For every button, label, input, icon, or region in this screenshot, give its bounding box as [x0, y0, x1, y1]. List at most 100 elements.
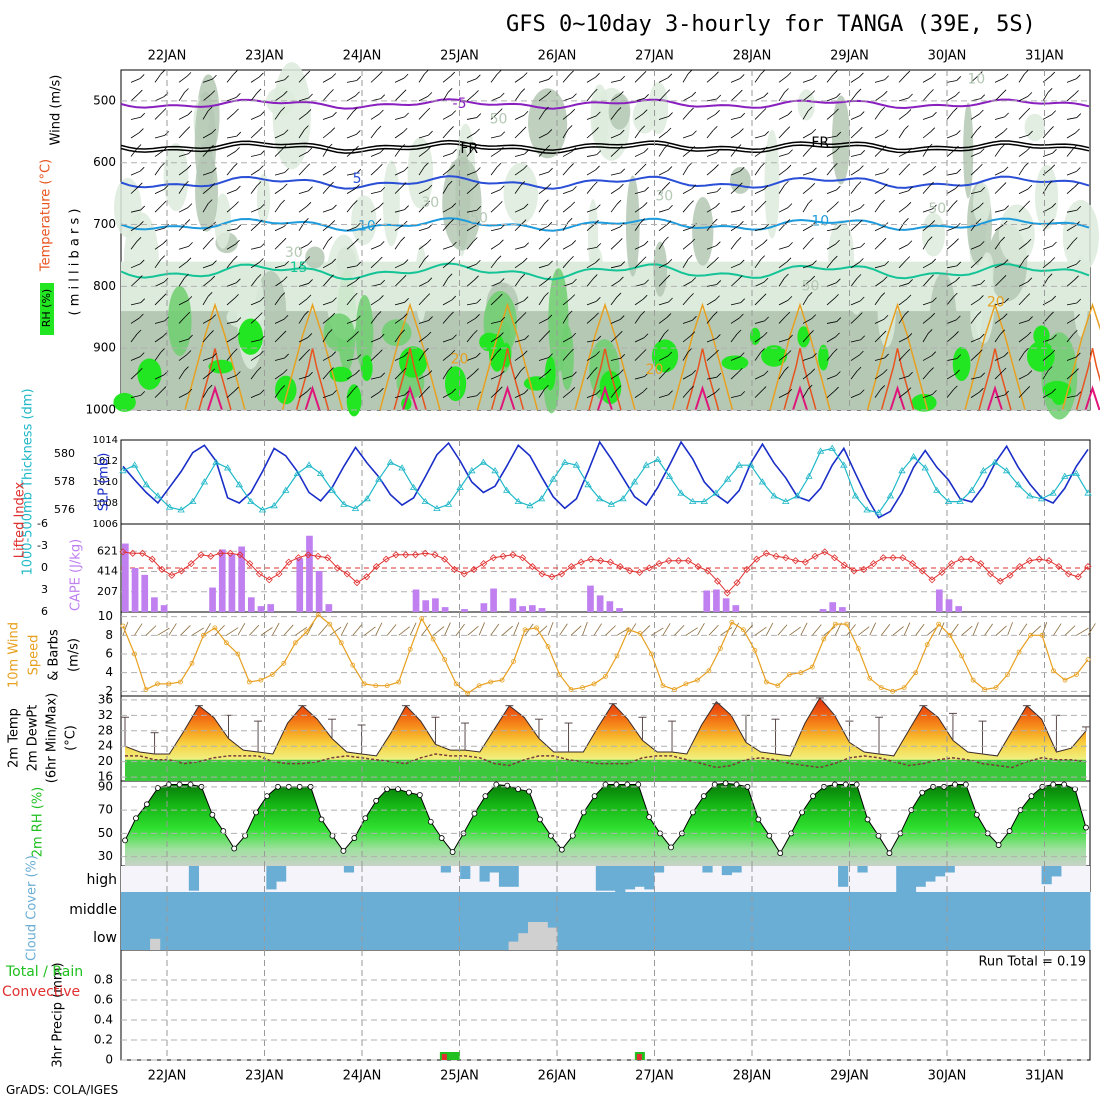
wind-barb-flag	[664, 143, 669, 149]
wind-barb-flag	[740, 205, 746, 211]
wind-barb	[730, 394, 741, 399]
wind-barb	[778, 245, 789, 250]
wind-barb-flag	[593, 367, 598, 372]
rh-shade-bright	[238, 318, 264, 355]
rh2m-point	[624, 781, 631, 788]
wind-barb-flag	[160, 162, 166, 168]
wind-barb-flag	[760, 255, 766, 260]
wind-barb-flag	[258, 312, 263, 317]
wind-barb	[490, 205, 499, 213]
wind-barb	[922, 333, 929, 343]
wind-barb-flag	[160, 348, 166, 353]
rh2m-point	[952, 781, 958, 788]
wind-barb	[538, 79, 549, 83]
wind-barb-flag	[378, 349, 383, 355]
wind-barb-flag	[524, 149, 529, 155]
wind-barb	[802, 148, 810, 157]
wind-barb	[298, 97, 309, 102]
rh2m-point	[482, 793, 489, 800]
wind-barb-flag	[811, 314, 817, 319]
rh-shade-blob	[1034, 165, 1059, 230]
wind-barb-flag	[763, 370, 769, 376]
wind-barb	[610, 133, 621, 139]
wind-barb	[874, 226, 885, 232]
thickness-point	[712, 489, 720, 496]
wind10-speed-point	[936, 621, 942, 627]
wind-barb	[610, 296, 618, 306]
wind-barb-flag	[498, 201, 503, 206]
wind-barb	[538, 357, 549, 361]
wind-barb	[946, 242, 955, 250]
wind-barb-flag	[1073, 329, 1078, 335]
wind-barb-flag	[620, 261, 626, 266]
rh2m-point	[122, 837, 128, 844]
cloud-middle-bar	[692, 892, 703, 950]
wind-barb	[730, 209, 741, 213]
wind-barb	[1042, 92, 1049, 102]
cloud-middle-bar	[964, 892, 975, 950]
wind10-speed-point	[878, 685, 884, 690]
temp-contour-30-spike	[889, 385, 906, 411]
wind-barb-flag	[929, 181, 934, 187]
wind-barb-flag	[812, 260, 817, 265]
wind-barb	[946, 204, 954, 213]
wind-barb	[322, 77, 332, 83]
wind-barb	[682, 227, 693, 232]
wind-barb-flag	[929, 274, 934, 280]
wind-barb	[658, 77, 669, 83]
wind-barb	[130, 209, 141, 213]
wind-barb-flag	[642, 387, 648, 393]
lifted-index-point	[548, 573, 556, 581]
wind-barb	[178, 261, 188, 269]
wind-barb	[994, 170, 1005, 176]
wind10-speed-point	[993, 685, 999, 690]
pressure-tick-label: 700	[93, 217, 116, 231]
wind-barb	[226, 189, 237, 195]
wind-barb-flag	[451, 110, 457, 115]
wind-barb-flag	[498, 108, 503, 113]
wind-barb	[970, 167, 979, 176]
wind10-speed-point	[1062, 677, 1068, 683]
wind-barb-flag	[740, 298, 746, 303]
temp-contour-20-spike	[281, 302, 344, 411]
lifted-index-point	[275, 570, 283, 578]
thickness-point	[933, 486, 941, 493]
wind-barb-flag	[424, 255, 429, 260]
wind-barb	[874, 241, 883, 250]
wind-barb-flag	[452, 149, 457, 154]
wind-barb	[586, 316, 595, 324]
wind-barb-flag	[739, 352, 745, 357]
cloud-low-bar	[508, 941, 519, 950]
wind-barb	[250, 185, 258, 194]
wind-barb	[418, 281, 429, 287]
wind-barb-flag	[304, 125, 309, 130]
contour-label: 15	[290, 260, 308, 276]
wind-barb-flag	[139, 259, 145, 265]
wind-barb	[442, 261, 452, 269]
wind-barb	[706, 284, 717, 287]
wind10-barb	[639, 625, 651, 636]
wind-barb	[1018, 188, 1029, 194]
thickness-point	[956, 497, 964, 504]
wind-barb-flag	[210, 90, 216, 95]
wind-barb-flag	[931, 258, 937, 264]
wind-barb-flag	[1001, 182, 1007, 187]
wind-barb	[706, 353, 715, 361]
wind-barb	[658, 147, 665, 157]
wind-barb	[610, 334, 619, 343]
wind-barb	[130, 333, 138, 343]
wind10-speed-point	[603, 674, 608, 679]
wind-barb-flag	[1001, 367, 1007, 373]
wind-barb-flag	[522, 350, 528, 356]
wind-barb-flag	[593, 274, 598, 279]
wind-barb-flag	[833, 163, 838, 168]
wind-barb-flag	[188, 149, 193, 154]
wind-barb-flag	[259, 296, 265, 302]
wind-barb	[874, 111, 882, 120]
rh-shade-blob	[1024, 113, 1046, 142]
wind-barb	[370, 391, 380, 398]
thickness-point	[340, 500, 348, 507]
wind-barb	[610, 280, 620, 287]
wind-barb-flag	[1003, 166, 1009, 172]
rh-shade-blob	[123, 212, 159, 309]
